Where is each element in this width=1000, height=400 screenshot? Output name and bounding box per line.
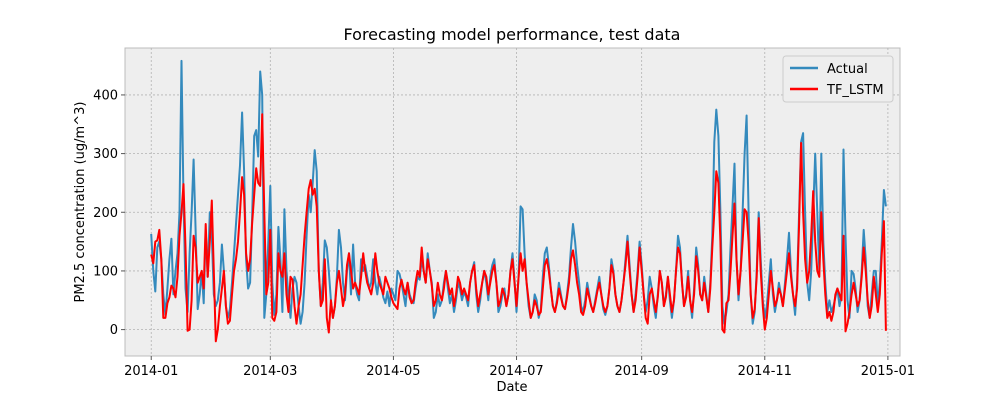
y-tick-label: 100 [93,264,118,279]
x-tick-label: 2015-01 [861,364,915,379]
axis-ticks: 2014-01 2014-03 2014-05 2014-07 2014-09 2014-… [93,88,915,379]
legend-label-tf-lstm: TF_LSTM [826,83,884,98]
x-tick-label: 2014-05 [366,364,420,379]
series-line-tf-lstm [150,113,887,343]
x-tick-label: 2014-01 [124,364,178,379]
x-axis-label: Date [496,380,527,395]
y-tick-label: 200 [93,206,118,221]
chart-title: Forecasting model performance, test data [344,25,681,44]
y-tick-label: 400 [93,88,118,103]
x-tick-label: 2014-09 [615,364,669,379]
y-tick-label: 0 [110,323,118,338]
x-tick-label: 2014-07 [489,364,543,379]
legend: Actual TF_LSTM [782,55,894,103]
legend-label-actual: Actual [827,62,868,77]
series-lines [150,59,887,343]
y-axis-label: PM2.5 concentration (ug/m^3) [73,102,88,303]
y-tick-label: 300 [93,147,118,162]
x-tick-label: 2014-03 [243,364,297,379]
x-tick-label: 2014-11 [738,364,792,379]
